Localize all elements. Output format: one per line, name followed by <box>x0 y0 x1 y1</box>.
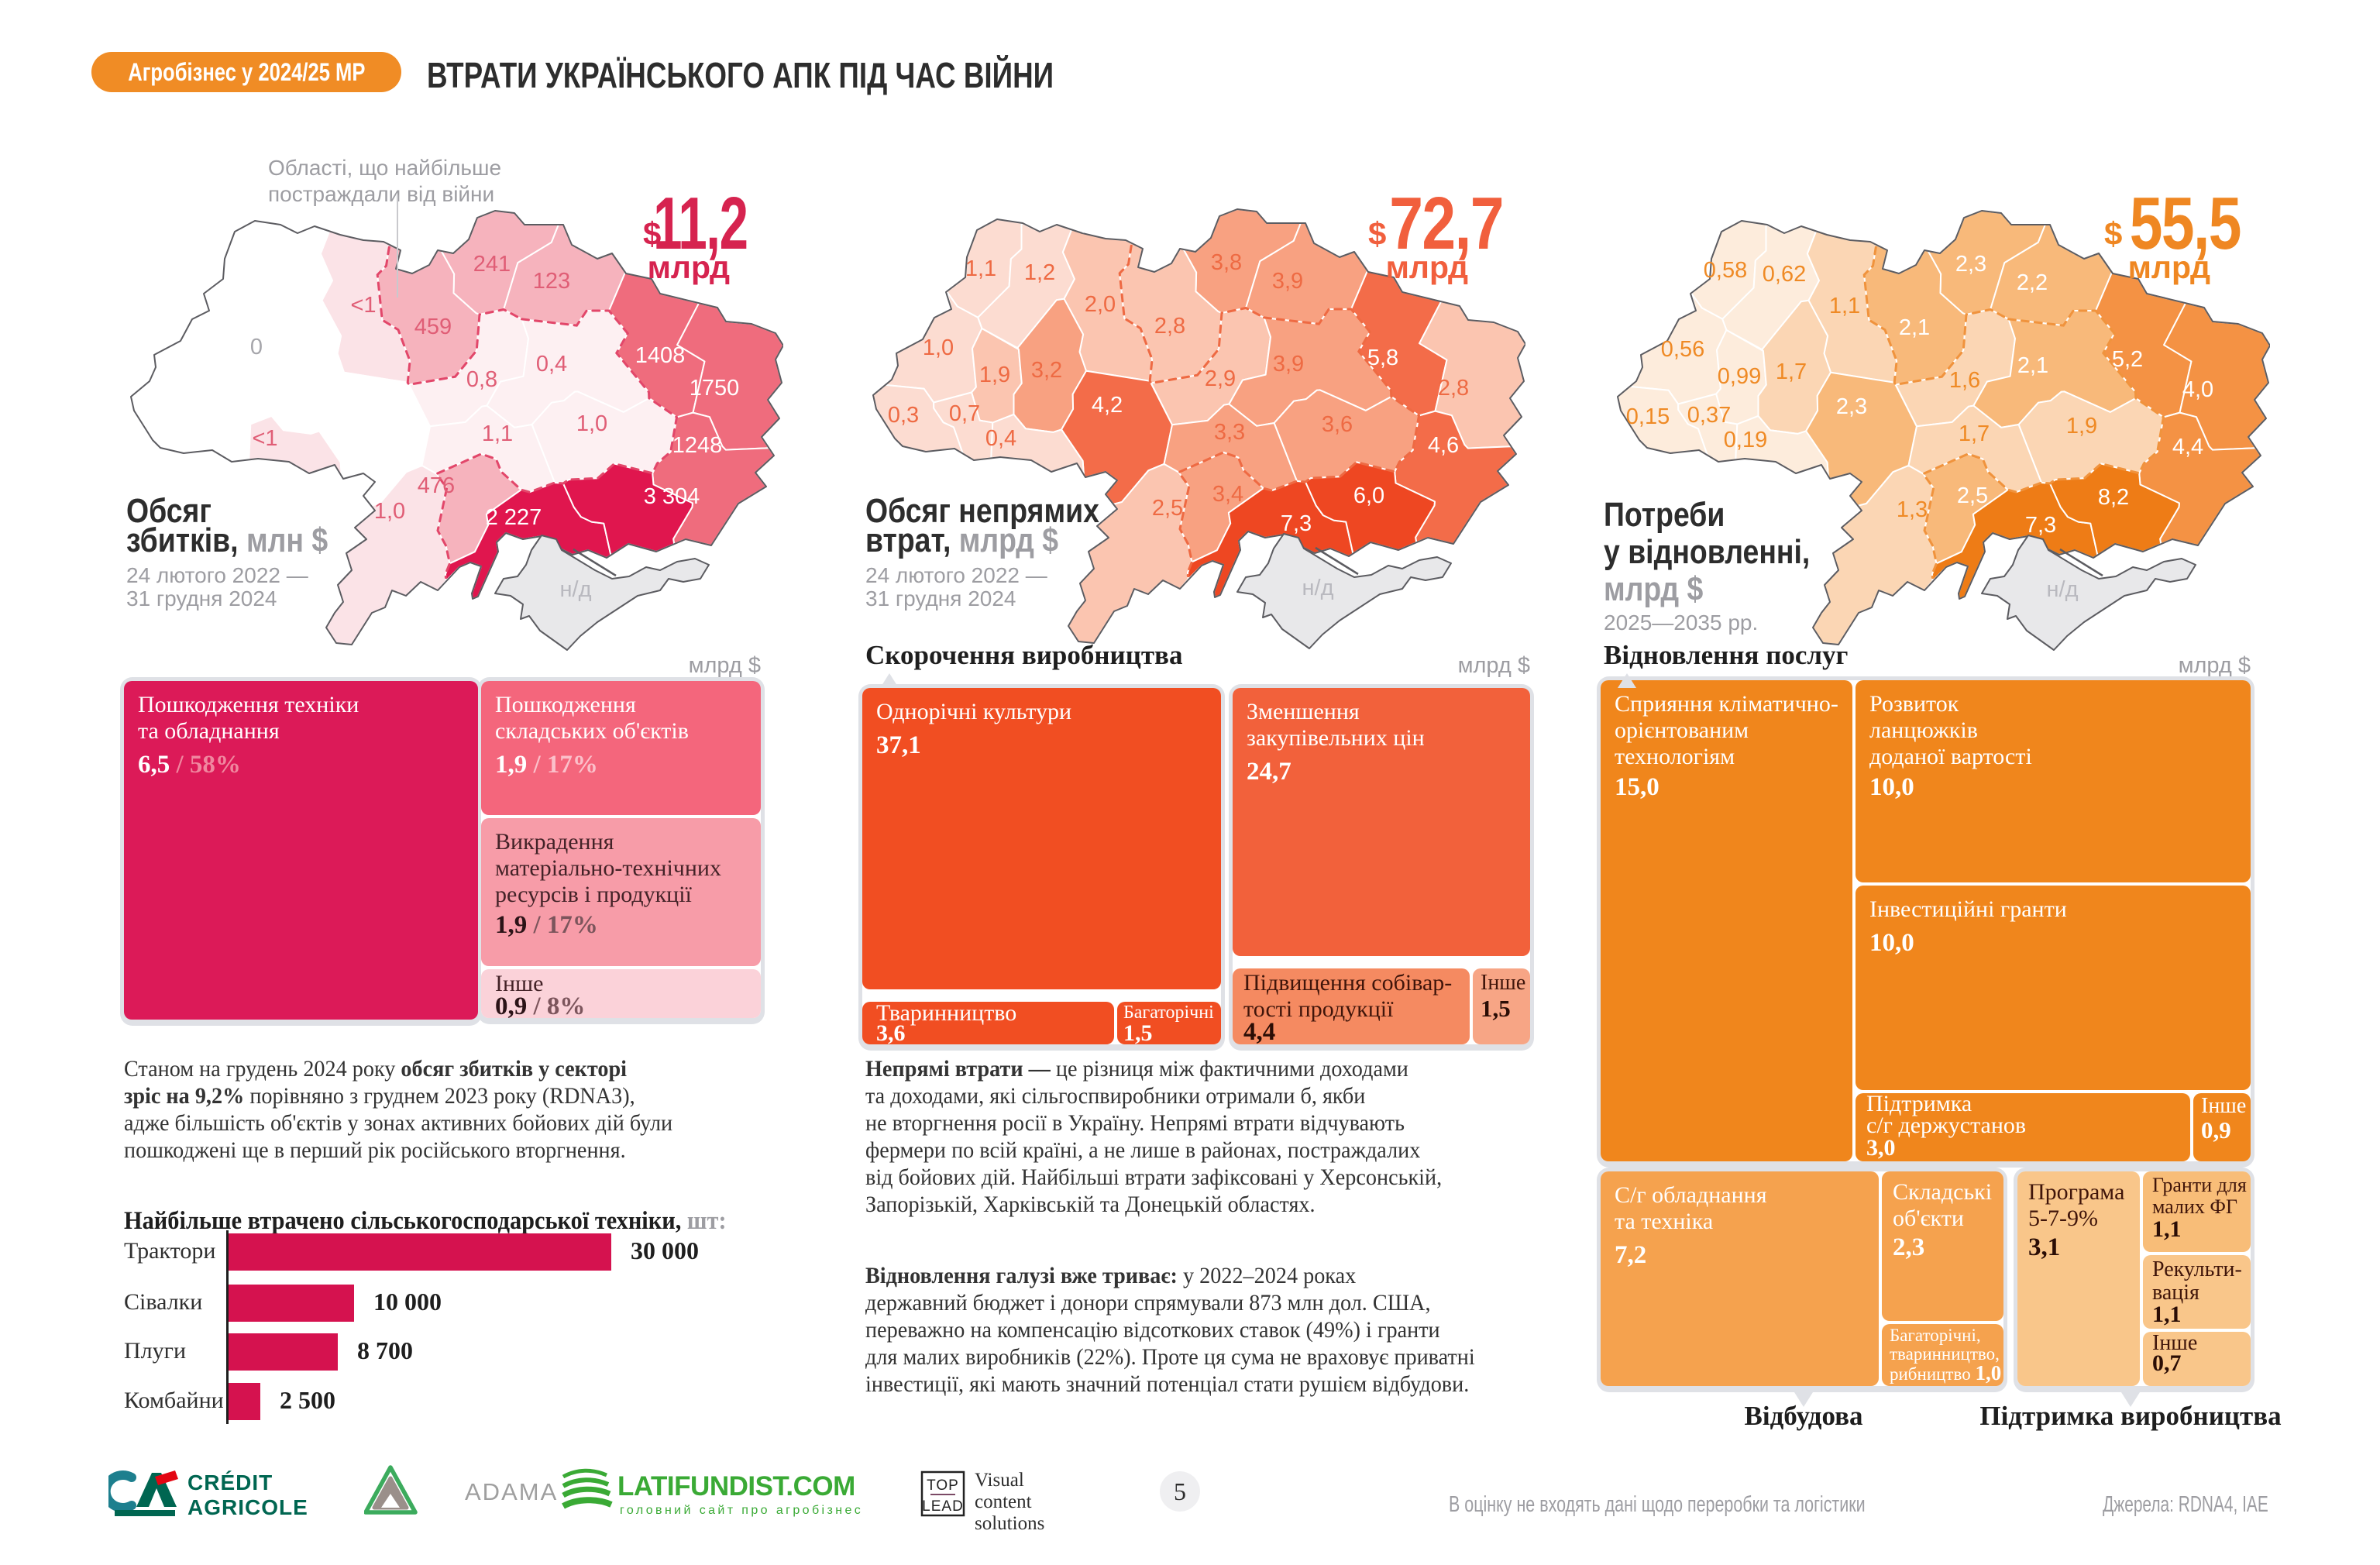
svg-text:2,8: 2,8 <box>1438 376 1469 401</box>
svg-text:0,62: 0,62 <box>1763 262 1806 287</box>
svg-text:головний сайт про агробізнес: головний сайт про агробізнес <box>620 1504 863 1517</box>
svg-text:AGRICOLE: AGRICOLE <box>187 1495 308 1518</box>
svg-text:2,2: 2,2 <box>2017 270 2048 295</box>
svg-text:7,3: 7,3 <box>1281 511 1312 536</box>
svg-text:4,0: 4,0 <box>2182 377 2213 402</box>
svg-text:1408: 1408 <box>635 343 686 368</box>
svg-text:<1: <1 <box>252 426 277 451</box>
svg-text:4,2: 4,2 <box>1092 393 1123 418</box>
svg-text:459: 459 <box>414 315 452 339</box>
svg-text:0,58: 0,58 <box>1704 258 1747 283</box>
svg-text:0,7: 0,7 <box>949 401 980 426</box>
svg-text:3,6: 3,6 <box>1322 412 1353 437</box>
svg-text:6,0: 6,0 <box>1353 483 1384 508</box>
svg-text:241: 241 <box>473 252 511 277</box>
svg-text:0,15: 0,15 <box>1626 404 1670 429</box>
svg-text:0,19: 0,19 <box>1724 428 1767 452</box>
svg-text:н/д: н/д <box>560 577 592 602</box>
svg-text:1,1: 1,1 <box>482 421 513 446</box>
svg-text:3 304: 3 304 <box>644 484 700 509</box>
svg-text:2,3: 2,3 <box>1836 394 1867 419</box>
svg-text:3,8: 3,8 <box>1211 250 1242 275</box>
svg-text:8,2: 8,2 <box>2098 485 2129 510</box>
svg-text:1,0: 1,0 <box>576 411 607 436</box>
svg-text:1,1: 1,1 <box>965 256 996 281</box>
svg-text:1750: 1750 <box>690 376 740 401</box>
svg-text:476: 476 <box>418 473 455 498</box>
svg-text:1,0: 1,0 <box>374 499 405 524</box>
svg-text:2 227: 2 227 <box>486 505 542 530</box>
svg-text:1248: 1248 <box>672 433 723 458</box>
svg-text:1,9: 1,9 <box>979 363 1010 387</box>
svg-text:0,37: 0,37 <box>1687 403 1731 428</box>
svg-text:5,8: 5,8 <box>1367 346 1398 370</box>
svg-text:0,4: 0,4 <box>536 352 567 377</box>
svg-text:1,0: 1,0 <box>923 335 954 360</box>
svg-text:н/д: н/д <box>2047 577 2079 602</box>
svg-text:7,3: 7,3 <box>2025 513 2056 538</box>
svg-text:2,0: 2,0 <box>1085 292 1116 317</box>
svg-text:content: content <box>975 1491 1032 1512</box>
svg-text:1,6: 1,6 <box>1949 368 1980 393</box>
svg-text:2,1: 2,1 <box>1899 315 1930 340</box>
svg-text:ADAMA: ADAMA <box>465 1478 558 1505</box>
svg-text:4,6: 4,6 <box>1428 433 1459 458</box>
svg-text:<1: <1 <box>350 293 376 318</box>
svg-text:0: 0 <box>250 335 263 359</box>
svg-text:2,1: 2,1 <box>2017 353 2048 378</box>
svg-text:2,5: 2,5 <box>1957 483 1988 508</box>
svg-text:1,3: 1,3 <box>1897 497 1928 522</box>
svg-text:1,2: 1,2 <box>1024 260 1055 285</box>
svg-text:0,8: 0,8 <box>466 367 497 392</box>
svg-text:3,9: 3,9 <box>1273 352 1304 377</box>
svg-text:0,4: 0,4 <box>985 426 1016 451</box>
svg-text:1,7: 1,7 <box>1959 421 1990 446</box>
svg-text:2,8: 2,8 <box>1154 314 1185 339</box>
svg-text:CRÉDIT: CRÉDIT <box>187 1470 273 1494</box>
svg-text:3,3: 3,3 <box>1214 420 1245 445</box>
svg-text:123: 123 <box>533 269 570 294</box>
svg-text:5,2: 5,2 <box>2112 347 2143 372</box>
svg-text:0,56: 0,56 <box>1661 337 1704 362</box>
svg-text:Visual: Visual <box>975 1470 1024 1491</box>
svg-text:solutions: solutions <box>975 1513 1044 1534</box>
svg-text:1,1: 1,1 <box>1829 294 1860 318</box>
svg-text:2,5: 2,5 <box>1152 496 1183 521</box>
svg-text:н/д: н/д <box>1302 576 1334 600</box>
svg-text:1,7: 1,7 <box>1776 359 1807 384</box>
svg-text:1,9: 1,9 <box>2066 414 2097 439</box>
svg-text:3,9: 3,9 <box>1272 269 1303 294</box>
svg-text:2,3: 2,3 <box>1955 252 1986 277</box>
svg-text:0,99: 0,99 <box>1718 364 1761 389</box>
svg-text:LATIFUNDIST.COM: LATIFUNDIST.COM <box>617 1471 855 1501</box>
svg-text:3,4: 3,4 <box>1212 482 1243 507</box>
svg-text:LEAD: LEAD <box>922 1498 964 1515</box>
svg-text:0,3: 0,3 <box>888 403 919 428</box>
svg-text:TOP: TOP <box>927 1477 959 1494</box>
svg-text:2,9: 2,9 <box>1205 366 1236 391</box>
svg-text:3,2: 3,2 <box>1031 358 1062 383</box>
svg-text:4,4: 4,4 <box>2172 435 2203 459</box>
